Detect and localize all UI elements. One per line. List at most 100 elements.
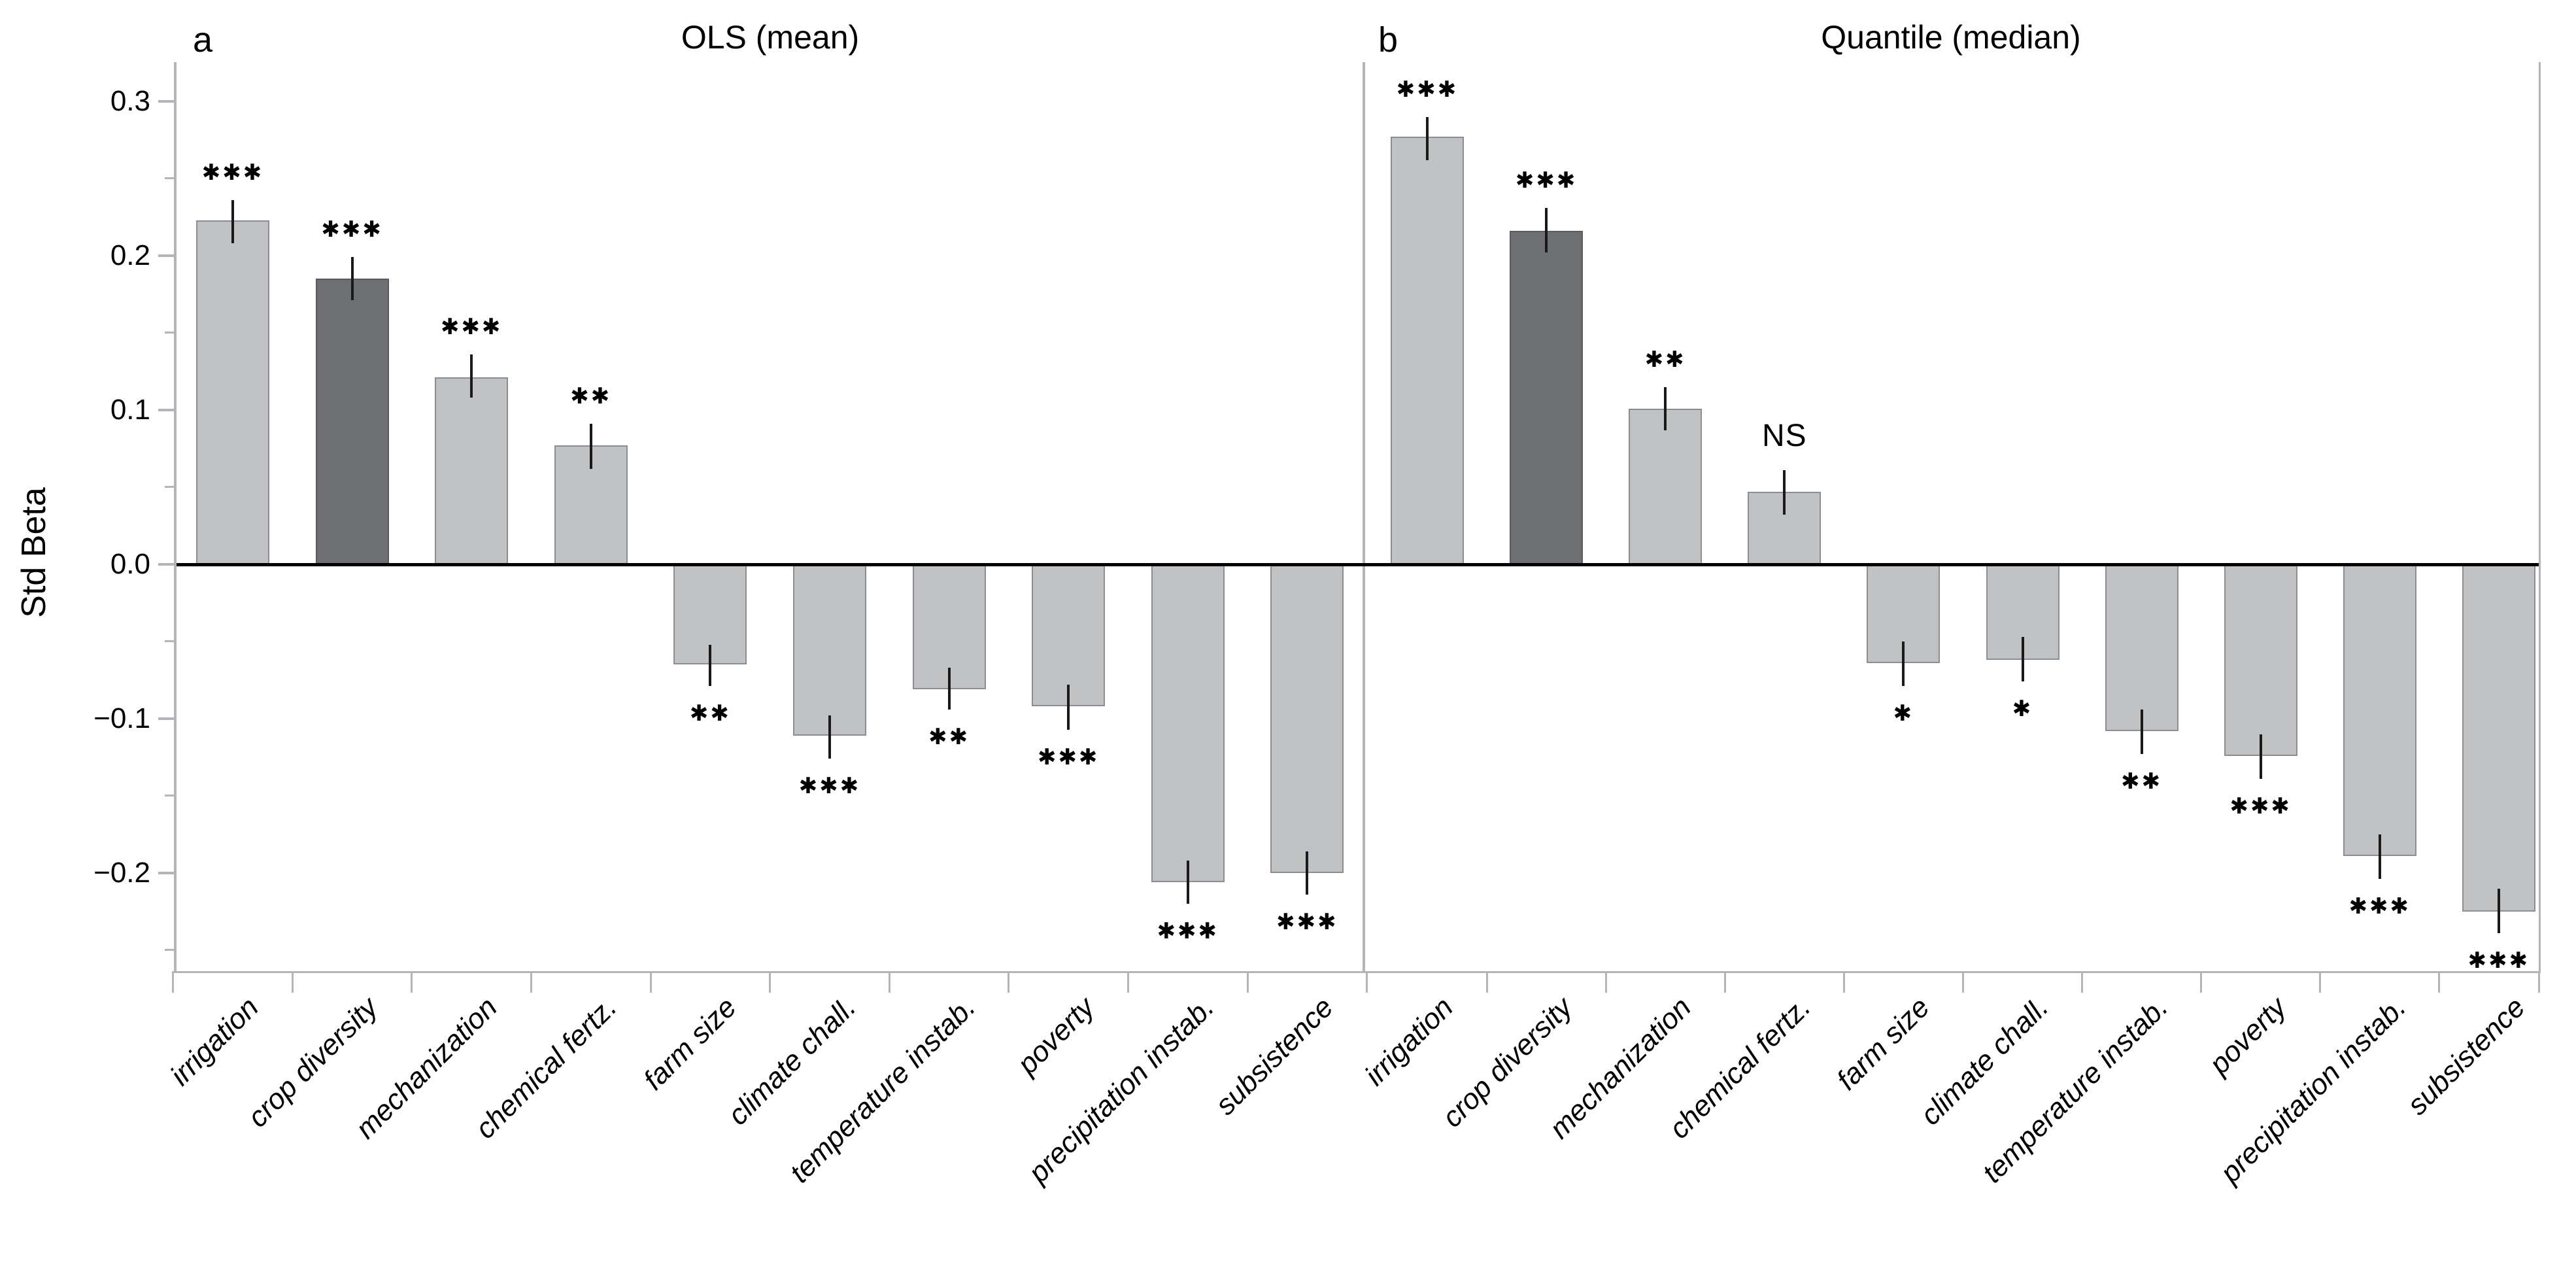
x-axis-tick [769, 971, 771, 993]
y-axis-major-tick [158, 254, 174, 257]
y-axis-minor-tick [165, 177, 174, 179]
error-bar [2259, 734, 2262, 780]
x-axis-tick [1961, 971, 1964, 993]
x-axis-tick [1604, 971, 1607, 993]
significance-label: ✱✱✱ [201, 160, 264, 186]
x-axis-tick [1008, 971, 1010, 993]
significance-label: ✱✱ [570, 384, 612, 409]
bar-mechanization [1629, 408, 1703, 564]
bar-irrigation [196, 220, 269, 564]
significance-label: ✱✱✱ [1276, 910, 1338, 935]
significance-label: NS [1761, 419, 1807, 454]
x-axis-tick [1246, 971, 1249, 993]
significance-label: ✱ [1893, 701, 1914, 727]
error-bar [589, 424, 592, 469]
error-bar [828, 715, 831, 759]
x-axis-tick [2081, 971, 2084, 993]
plot-right-border [2539, 62, 2541, 971]
bar-subsistence [1270, 564, 1344, 873]
x-axis-label: subsistence [2401, 991, 2532, 1122]
error-bar [350, 257, 354, 301]
x-axis-tick [2537, 971, 2540, 993]
x-axis-label: poverty [1011, 991, 1101, 1081]
y-axis-tick-label: 0.3 [110, 85, 150, 117]
y-axis-tick-label: −0.2 [93, 857, 150, 889]
significance-label: ✱✱✱ [1037, 744, 1100, 770]
error-bar [947, 668, 951, 710]
x-axis-tick [888, 971, 890, 993]
x-axis-line [174, 971, 2541, 973]
bar-irrigation [1391, 137, 1464, 564]
y-axis-major-tick [158, 563, 174, 566]
significance-label: ✱✱✱ [440, 315, 503, 340]
error-bar [470, 354, 473, 398]
bar-temperature-instab- [2105, 564, 2178, 731]
x-axis-tick [1366, 971, 1368, 993]
y-axis-tick-label: 0.0 [110, 548, 150, 580]
y-axis-line [174, 62, 177, 971]
x-axis-tick [530, 971, 532, 993]
y-axis-minor-tick [165, 949, 174, 951]
y-axis-tick-label: 0.1 [110, 394, 150, 426]
bar-subsistence [2462, 564, 2535, 912]
error-bar [1426, 116, 1429, 160]
bar-poverty [2224, 564, 2297, 756]
significance-label: ✱✱ [1644, 347, 1686, 372]
x-axis-tick [1842, 971, 1845, 993]
panel-divider-line [1363, 62, 1365, 971]
bar-climate-chall- [793, 564, 866, 736]
x-axis-tick [411, 971, 413, 993]
x-axis-tick [1127, 971, 1129, 993]
bar-precipitation-instab- [1151, 564, 1225, 883]
x-axis-label: subsistence [1209, 991, 1340, 1122]
significance-label: ✱✱✱ [1515, 167, 1578, 193]
x-axis-tick [172, 971, 175, 993]
error-bar [2021, 636, 2024, 682]
x-axis-label: farm size [1830, 991, 1936, 1097]
significance-label: ✱✱✱ [2229, 794, 2292, 819]
significance-label: ✱✱ [928, 724, 970, 749]
panel-b-title: Quantile (median) [1821, 19, 2081, 56]
significance-label: ✱✱✱ [1157, 919, 1219, 944]
x-axis-tick [649, 971, 652, 993]
x-axis-label: irrigation [164, 991, 265, 1092]
x-axis-tick [2438, 971, 2441, 993]
significance-label: ✱✱ [2121, 769, 2163, 795]
zero-line [177, 562, 2539, 566]
bar-farm-size [673, 564, 747, 665]
panel-b-label: b [1378, 20, 1398, 60]
bar-crop-diversity [315, 279, 389, 564]
x-axis-tick [291, 971, 294, 993]
bar-crop-diversity [1510, 231, 1584, 564]
error-bar [1545, 207, 1548, 253]
y-axis-major-tick [158, 717, 174, 720]
y-axis-tick-label: −0.1 [93, 702, 150, 734]
error-bar [1664, 386, 1667, 430]
error-bar [1186, 861, 1189, 904]
error-bar [2497, 888, 2500, 934]
x-axis-tick [1485, 971, 1488, 993]
x-axis-tick [2200, 971, 2203, 993]
error-bar [2140, 709, 2143, 755]
significance-label: ✱✱✱ [2467, 948, 2530, 974]
error-bar [231, 200, 234, 244]
significance-label: ✱✱✱ [2348, 894, 2411, 919]
x-axis-label: poverty [2203, 991, 2293, 1081]
error-bar [709, 644, 712, 687]
y-axis-major-tick [158, 100, 174, 103]
error-bar [1783, 470, 1786, 515]
y-axis-minor-tick [165, 486, 174, 488]
significance-label: ✱✱✱ [1396, 77, 1459, 102]
y-axis-minor-tick [165, 640, 174, 642]
y-axis-major-tick [158, 872, 174, 874]
significance-label: ✱✱✱ [798, 774, 861, 799]
significance-label: ✱✱ [689, 701, 731, 727]
panel-a-label: a [193, 20, 213, 60]
error-bar [1306, 851, 1309, 895]
y-axis-minor-tick [165, 795, 174, 797]
x-axis-tick [1723, 971, 1726, 993]
error-bar [1067, 685, 1070, 730]
x-axis-label: irrigation [1359, 991, 1460, 1092]
